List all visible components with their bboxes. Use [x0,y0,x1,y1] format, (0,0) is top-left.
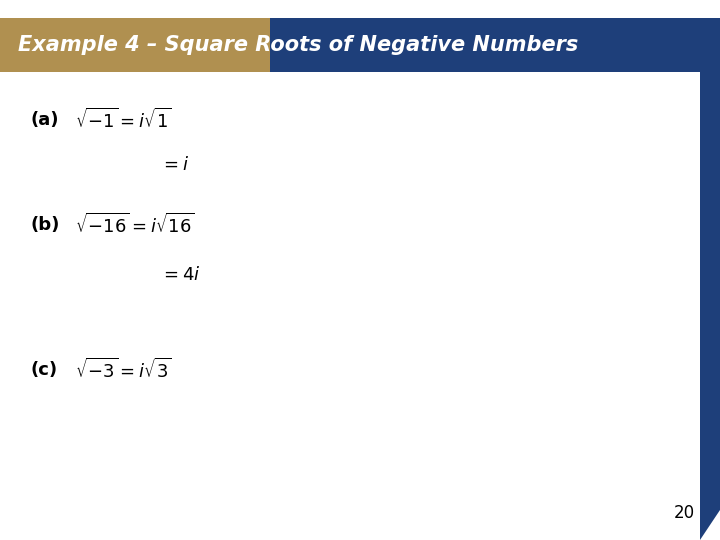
Text: $\sqrt{-1} = i\sqrt{1}$: $\sqrt{-1} = i\sqrt{1}$ [75,108,172,132]
Bar [270,18,720,72]
Text: $\sqrt{-16} = i\sqrt{16}$: $\sqrt{-16} = i\sqrt{16}$ [75,213,195,237]
Text: $\sqrt{-3} = i\sqrt{3}$: $\sqrt{-3} = i\sqrt{3}$ [75,358,172,382]
Text: 20: 20 [674,504,695,522]
Text: $= 4i$: $= 4i$ [160,266,200,284]
Text: (a): (a) [30,111,58,129]
Text: $= i$: $= i$ [160,156,189,174]
Text: (b): (b) [30,216,59,234]
Bar [0,18,270,72]
Text: (c): (c) [30,361,57,379]
Polygon shape [700,510,720,540]
Text: Example 4 – Square Roots of Negative Numbers: Example 4 – Square Roots of Negative Num… [18,35,578,55]
Bar [700,18,720,540]
